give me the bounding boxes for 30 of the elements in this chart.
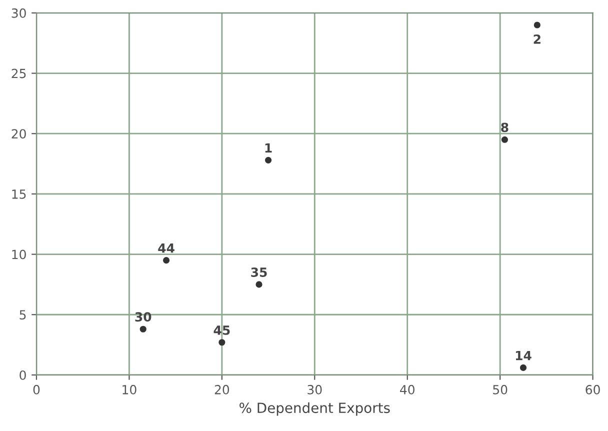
x-tick-label: 40	[400, 384, 414, 394]
point	[162, 257, 170, 264]
annotation: 35	[251, 268, 267, 277]
x-tick-label: 20	[214, 384, 230, 394]
x-tick-label: 60	[586, 384, 600, 394]
annotation: 2	[534, 34, 540, 44]
x-axis-title: % Dependent Exports	[240, 402, 390, 416]
x-tick-label: 30	[308, 384, 322, 394]
annotation: 1	[265, 143, 272, 152]
annotation: 8	[501, 122, 508, 132]
y-tick-label: 5	[20, 310, 26, 320]
annotation: 30	[135, 312, 152, 322]
x-tick-label: 0	[33, 384, 40, 394]
y-tick-label: 0	[20, 370, 26, 380]
point	[140, 326, 146, 332]
x-tick-label: 50	[493, 384, 508, 394]
point	[218, 339, 226, 346]
point	[256, 281, 262, 288]
x-tick-label: 10	[122, 384, 136, 394]
y-tick-label: 20	[12, 129, 26, 139]
y-tick-label: 15	[12, 190, 26, 199]
point	[264, 156, 272, 164]
y-tick-label: 25	[12, 68, 26, 78]
y-tick-label: 30	[12, 8, 26, 18]
point	[520, 364, 527, 372]
annotation: 44	[158, 244, 174, 253]
annotation: 14	[516, 350, 532, 360]
point	[501, 136, 508, 143]
point	[534, 22, 540, 28]
y-tick-label: 10	[12, 250, 26, 260]
